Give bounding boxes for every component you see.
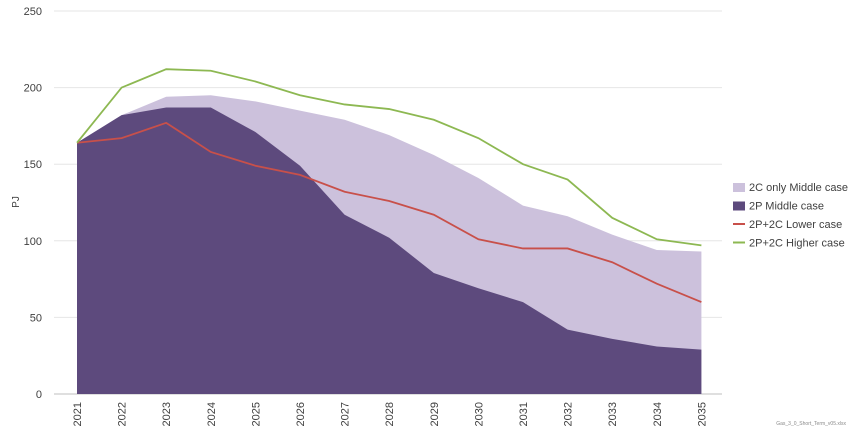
area-series	[77, 95, 702, 395]
legend-label: 2P+2C Lower case	[749, 219, 842, 231]
x-tick-label: 2029	[429, 402, 441, 426]
line-2p-2c-higher-case	[76, 68, 702, 247]
legend-item-2p-2c-higher-case: 2P+2C Higher case	[733, 238, 845, 250]
legend-item-2c-only-middle-case: 2C only Middle case	[733, 182, 848, 194]
x-tick-label: 2030	[473, 402, 485, 426]
y-tick-label: 100	[24, 236, 42, 248]
x-tick-label: 2028	[384, 402, 396, 426]
x-tick-label: 2022	[117, 402, 129, 426]
x-tick-label: 2034	[652, 402, 664, 426]
legend-swatch	[733, 183, 745, 192]
x-tick-label: 2031	[518, 402, 530, 426]
legend-label: 2P Middle case	[749, 201, 824, 213]
y-axis-ticks: 0 50 100 150 200 250	[24, 6, 42, 401]
x-tick-label: 2021	[72, 402, 84, 426]
x-tick-label: 2024	[206, 402, 218, 426]
x-tick-label: 2027	[340, 402, 352, 426]
line-series	[76, 68, 702, 303]
area-2p-middle-case	[77, 107, 702, 395]
x-tick-label: 2035	[696, 402, 708, 426]
y-tick-label: 150	[24, 159, 42, 171]
y-tick-label: 250	[24, 6, 42, 18]
x-tick-label: 2032	[563, 402, 575, 426]
legend-item-2p-2c-lower-case: 2P+2C Lower case	[733, 219, 842, 231]
x-tick-label: 2033	[607, 402, 619, 426]
y-tick-label: 0	[36, 389, 42, 401]
line-2p-2c-lower-case	[76, 121, 702, 303]
x-tick-label: 2026	[295, 402, 307, 426]
y-axis-label: PJ	[11, 196, 22, 208]
legend-label: 2P+2C Higher case	[749, 238, 845, 250]
legend-label: 2C only Middle case	[749, 182, 848, 194]
x-tick-label: 2025	[250, 402, 262, 426]
x-tick-label: 2023	[161, 402, 173, 426]
y-tick-label: 200	[24, 83, 42, 95]
legend: 2C only Middle case 2P Middle case 2P+2C L…	[733, 182, 848, 250]
legend-item-2p-middle-case: 2P Middle case	[733, 201, 824, 213]
legend-swatch	[733, 201, 745, 211]
x-axis-ticks: 2021 2022 2023 2024 2025 2026 2027 2028 2029 2030…	[72, 402, 708, 426]
y-tick-label: 50	[30, 312, 42, 324]
source-footnote: Gas_3_0_Short_Term_v05.xlsx	[776, 421, 846, 427]
